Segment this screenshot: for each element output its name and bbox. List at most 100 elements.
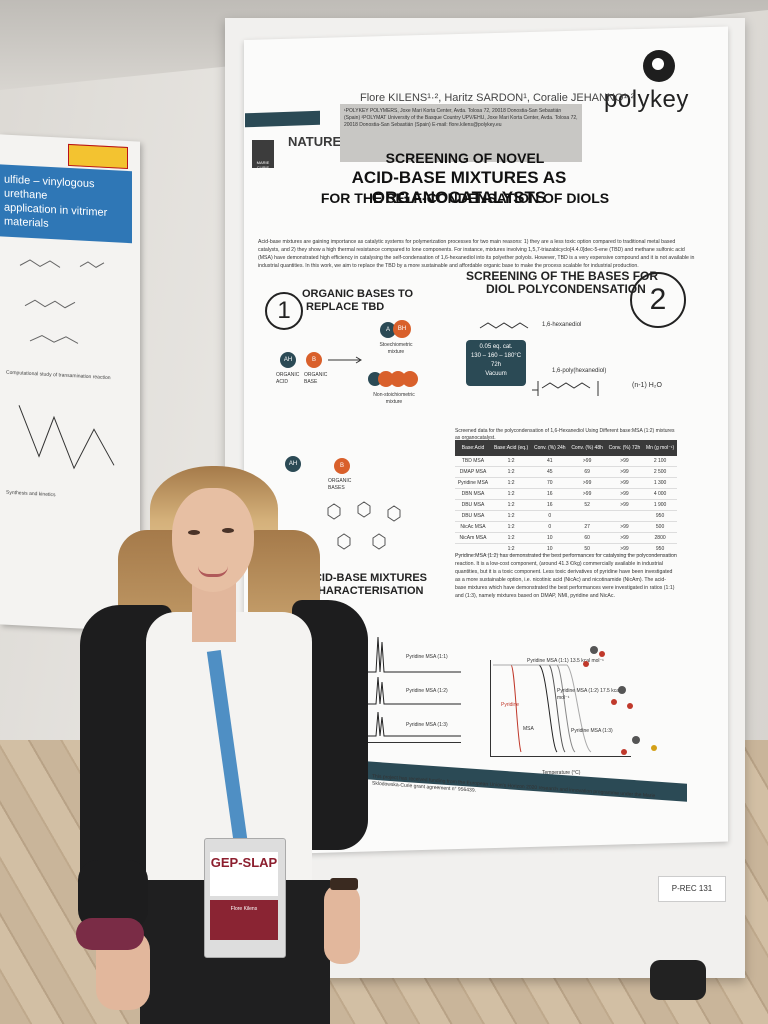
poster-authors: Flore KILENS¹·², Haritz SARDON¹, Coralie…	[360, 92, 635, 104]
water-byproduct: (n-1) H₂O	[632, 382, 662, 389]
table-cell: >99	[605, 499, 644, 511]
table-row: Pyridine MSA 1:2 70 >99 >99 1 300	[455, 477, 677, 489]
left-poster-header: ulfide – vinylogous urethane application…	[0, 164, 132, 244]
table-cell: 16	[531, 488, 569, 500]
acid-dot: AH	[280, 352, 296, 368]
table-cell: >99	[568, 477, 606, 489]
table-cell: 69	[568, 466, 606, 478]
table-cell: 1:2	[491, 510, 532, 522]
poster-abstract: Acid-base mixtures are gaining importanc…	[258, 239, 695, 269]
table-cell: 1:2	[491, 521, 532, 533]
table-header-row: Base:Acid Base:Acid (eq.) Conv. (%) 24h …	[455, 440, 677, 456]
table-cell: 500	[643, 521, 677, 533]
board-number-label: P-REC 131	[658, 876, 726, 902]
col-base-acid: Base:Acid	[455, 440, 491, 456]
col-mn: Mn (g mol⁻¹)	[643, 440, 677, 456]
nmr-label-2: Pyridine MSA (1:2)	[406, 688, 448, 694]
section1-number: 1	[265, 292, 303, 330]
reaction-conditions-box: 0.05 eq. cat. 130 – 160 – 180°C 72h Vacu…	[466, 340, 526, 386]
section2-title: SCREENING OF THE BASES FOR DIOL POLYCONDE…	[466, 269, 659, 296]
polyether-label: 1,6-poly(hexanediol)	[552, 368, 607, 374]
table-row: DBU MSA 1:2 0 950	[455, 510, 677, 522]
base-dot: B	[306, 352, 322, 368]
table-cell: Pyridine MSA	[455, 477, 491, 489]
table-cell: DMAP MSA	[455, 466, 491, 478]
tga-label-1: Pyridine MSA (1:1) 13.5 kcal mol⁻¹	[527, 658, 604, 664]
nmr-label-3: Pyridine MSA (1:3)	[406, 722, 448, 728]
bh-dot: BH	[393, 320, 411, 338]
wristwatch	[330, 878, 358, 890]
polykey-logo-icon	[643, 50, 675, 82]
right-hand	[324, 884, 360, 964]
tga-label-3: Pyridine MSA (1:3)	[571, 728, 613, 734]
tga-xlabel: Temperature (°C)	[542, 770, 581, 776]
table-cell: 2 500	[643, 466, 677, 478]
table-cell: DBU MSA	[455, 499, 491, 511]
label-organic-bases: ORGANIC BASES	[328, 478, 352, 491]
table-cell	[455, 543, 491, 555]
table-cell: 10	[531, 532, 569, 544]
table-cell: >99	[605, 543, 644, 555]
table-caption: Screened data for the polycondensation o…	[455, 428, 675, 441]
table-cell: 1:2	[491, 488, 532, 500]
table-cell: >99	[605, 532, 644, 544]
reaction-arrow-icon	[328, 356, 362, 364]
base-structures	[327, 501, 401, 550]
left-poster-title-b: application in vitrimer materials	[4, 201, 108, 230]
table-cell: 45	[531, 466, 569, 478]
table-row: TBD MSA 1:2 41 >99 >99 2 100	[455, 456, 677, 467]
a-dot: A	[380, 322, 396, 338]
table-cell: 41	[531, 456, 569, 467]
table-cell: 4 000	[643, 488, 677, 500]
table-cell: 950	[643, 543, 677, 555]
marie-curie-logo: MARIE CURIE	[252, 140, 274, 170]
table-row: 1:2 10 50 >99 950	[455, 543, 677, 555]
col-conv-48h: Conv. (%) 48h	[568, 440, 606, 456]
table-row: DMAP MSA 1:2 45 69 >99 2 500	[455, 466, 677, 478]
table-cell: >99	[605, 456, 644, 467]
table-cell: 27	[568, 521, 606, 533]
table-cell: 950	[643, 510, 677, 522]
table-cell: 0	[531, 510, 569, 522]
table-cell: >99	[605, 488, 644, 500]
label-organic-acid: ORGANIC ACID	[276, 372, 300, 385]
section1-title: ORGANIC BASES TO REPLACE TBD	[302, 288, 414, 313]
table-cell: 70	[531, 477, 569, 489]
base-dot-2: B	[334, 458, 350, 474]
table-cell: >99	[568, 456, 606, 467]
table-cell: DBU MSA	[455, 510, 491, 522]
table-cell: >99	[605, 521, 644, 533]
polyether-structure	[532, 381, 599, 396]
table-cell: 1 300	[643, 477, 677, 489]
table-cell: 50	[568, 543, 606, 555]
table-cell: 1:2	[491, 466, 532, 478]
table-row: DBU MSA 1:2 16 52 >99 1 900	[455, 499, 677, 511]
table-cell: 52	[568, 499, 606, 511]
label-stoichiometric: Stoechiometric mixture	[379, 342, 413, 355]
label-organic-base: ORGANIC BASE	[304, 372, 328, 385]
col-conv-72h: Conv. (%) 72h	[605, 440, 644, 456]
nmr-label-1: Pyridine MSA (1:1)	[406, 654, 448, 660]
neck	[192, 582, 236, 642]
poster-affiliations: ¹POLYKEY POLYMERS, Joxe Mari Korta Cente…	[340, 104, 582, 162]
table-cell: 60	[568, 532, 606, 544]
left-eye	[188, 530, 200, 535]
table-cell: 10	[531, 543, 569, 555]
hexanediol-label: 1,6-hexanediol	[542, 322, 582, 328]
table-cell: 1:2	[491, 456, 532, 467]
left-poster-section-b: Synthesis and kinetics	[6, 489, 56, 499]
table-cell: 1:2	[491, 532, 532, 544]
left-poster: ulfide – vinylogous urethane application…	[0, 134, 140, 632]
table-cell: 1 900	[643, 499, 677, 511]
poster-title-line2: ACID-BASE MIXTURES AS ORGANOCATALYSTS	[351, 168, 567, 207]
table-cell: DBN MSA	[455, 488, 491, 500]
table-row: NicAm MSA 1:2 10 60 >99 2800	[455, 532, 677, 544]
table-cell	[605, 510, 644, 522]
table-cell: >99	[605, 466, 644, 478]
smile	[198, 566, 228, 577]
tga-label-2: Pyridine MSA (1:2) 17.5 kcal mol⁻¹	[557, 688, 621, 701]
poster-top-bar	[245, 110, 320, 128]
poster-title-line3: FOR THE SELF-CONDENSATION OF DIOLS	[320, 190, 610, 206]
badge-event: GEP-SLAP	[210, 852, 278, 896]
table-cell: 16	[531, 499, 569, 511]
